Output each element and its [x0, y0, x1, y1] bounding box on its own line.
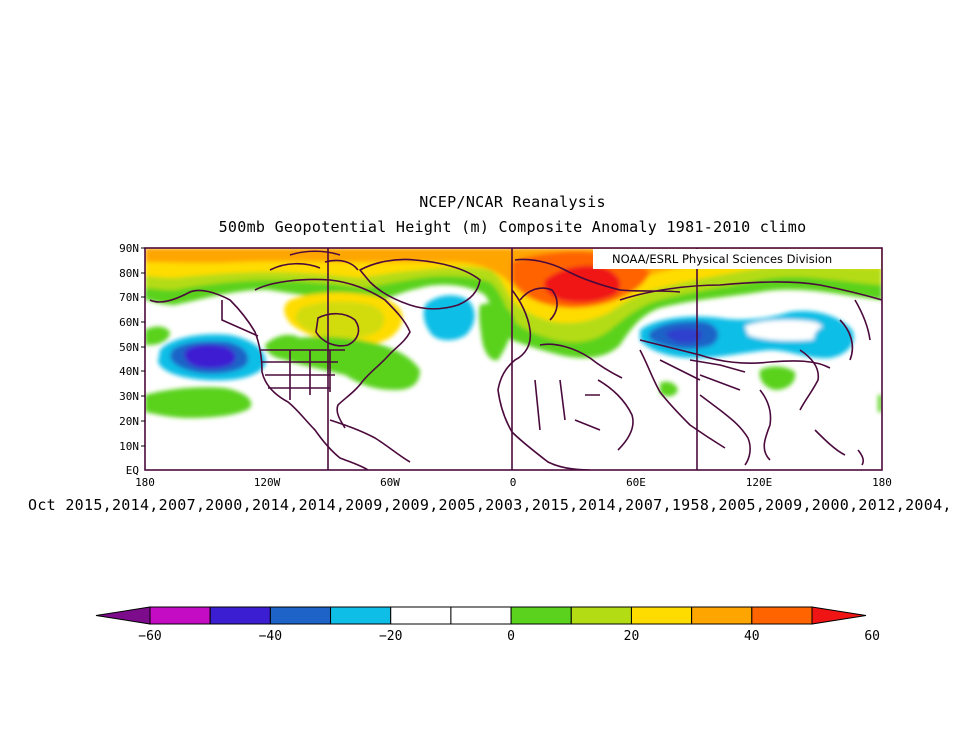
colorbar-arrow-high — [811, 606, 867, 625]
lat-label: 70N — [119, 291, 139, 304]
lat-label: 40N — [119, 365, 139, 378]
lon-label: 120W — [254, 476, 281, 489]
lat-label: 60N — [119, 316, 139, 329]
map-subtitle: 500mb Geopotential Height (m) Composite … — [218, 218, 807, 236]
anomaly-field — [145, 248, 882, 470]
lon-label: 120E — [746, 476, 773, 489]
colorbar-label: 20 — [624, 629, 640, 644]
colorbar-label: −60 — [138, 629, 161, 644]
lon-label: 0 — [510, 476, 517, 489]
lon-label: 60E — [626, 476, 646, 489]
colorbar-box — [630, 606, 693, 625]
colorbar-box — [751, 606, 813, 625]
colorbar-box — [209, 606, 271, 625]
lat-label: 90N — [119, 242, 139, 255]
lat-label: 10N — [119, 440, 139, 453]
colorbar-label: 40 — [744, 629, 760, 644]
coastlines — [149, 250, 882, 470]
latitude-axis: 90N 80N 70N 60N 50N 40N 30N 20N 10N EQ — [119, 242, 145, 477]
lon-label: 180 — [135, 476, 155, 489]
colorbar-arrow-low — [95, 606, 151, 625]
lat-label: EQ — [126, 464, 139, 477]
lon-label: 60W — [380, 476, 400, 489]
colorbar-box — [450, 606, 512, 625]
credit-text: NOAA/ESRL Physical Sciences Division — [612, 252, 832, 266]
colorbar-label: 60 — [864, 629, 880, 644]
credit-box — [593, 249, 881, 269]
lon-label: 180 — [872, 476, 892, 489]
colorbar-box — [691, 606, 753, 625]
map-frame — [144, 247, 883, 471]
colorbar-box — [390, 606, 452, 625]
lat-label: 80N — [119, 267, 139, 280]
colorbar-box — [149, 606, 211, 625]
colorbar-label: −20 — [379, 629, 402, 644]
colorbar-box — [330, 606, 392, 625]
lat-label: 30N — [119, 390, 139, 403]
map-title: NCEP/NCAR Reanalysis — [419, 193, 606, 211]
composite-years: Oct 2015,2014,2007,2000,2014,2014,2009,2… — [28, 496, 952, 514]
colorbar-box — [570, 606, 632, 625]
colorbar-label: −40 — [259, 629, 282, 644]
colorbar-box — [510, 606, 572, 625]
lat-label: 20N — [119, 415, 139, 428]
colorbar-label: 0 — [507, 629, 515, 644]
longitude-axis: 180 120W 60W 0 60E 120E 180 — [135, 476, 892, 489]
colorbar: −60 −40 −20 0 20 40 60 — [95, 606, 880, 644]
lat-label: 50N — [119, 341, 139, 354]
colorbar-box — [269, 606, 332, 625]
